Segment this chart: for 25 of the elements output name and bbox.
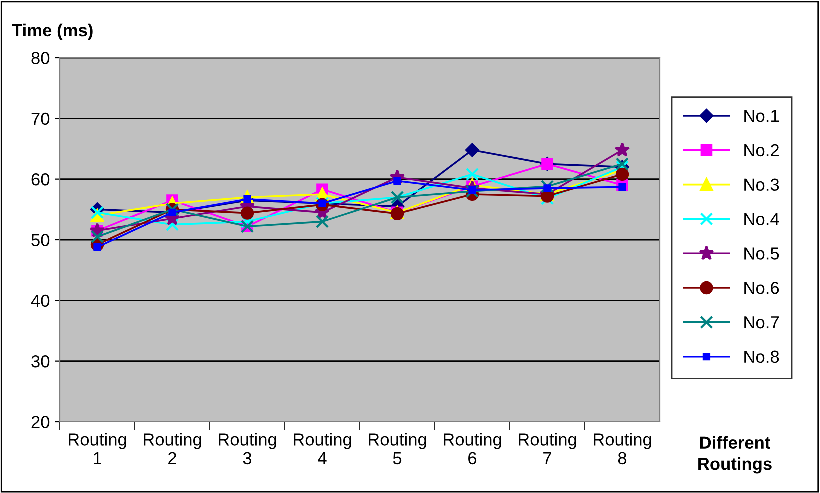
x-axis-title: Different Routings [698, 436, 772, 474]
legend-label: No.4 [744, 213, 780, 226]
y-tick-label: 30 [32, 356, 50, 368]
legend-label: No.5 [744, 248, 780, 260]
x-tick-label: Routing 5 [369, 433, 426, 465]
y-tick-label: 20 [32, 416, 50, 428]
x-tick-label: Routing 4 [294, 433, 352, 464]
legend-label: No.7 [744, 316, 779, 329]
x-tick-label: Routing 6 [444, 433, 502, 465]
legend-label: No.1 [744, 110, 780, 122]
legend-label: No.8 [744, 350, 780, 364]
y-tick-label: 70 [32, 112, 50, 126]
legend-label: No.6 [744, 282, 780, 294]
x-tick-label: Routing 7 [519, 433, 576, 464]
x-tick-label: Routing 2 [144, 433, 202, 464]
y-axis-title: Time (ms) [12, 24, 93, 40]
x-tick-label: Routing 1 [69, 433, 126, 464]
legend-label: No.2 [744, 144, 779, 157]
x-tick-label: Routing 3 [219, 433, 276, 465]
y-tick-label: 80 [32, 52, 50, 64]
legend-label: No.3 [744, 178, 780, 192]
y-tick-label: 40 [31, 294, 50, 308]
x-tick-label: Routing 8 [594, 433, 652, 465]
y-tick-label: 60 [32, 174, 50, 186]
y-tick-label: 50 [32, 234, 50, 246]
